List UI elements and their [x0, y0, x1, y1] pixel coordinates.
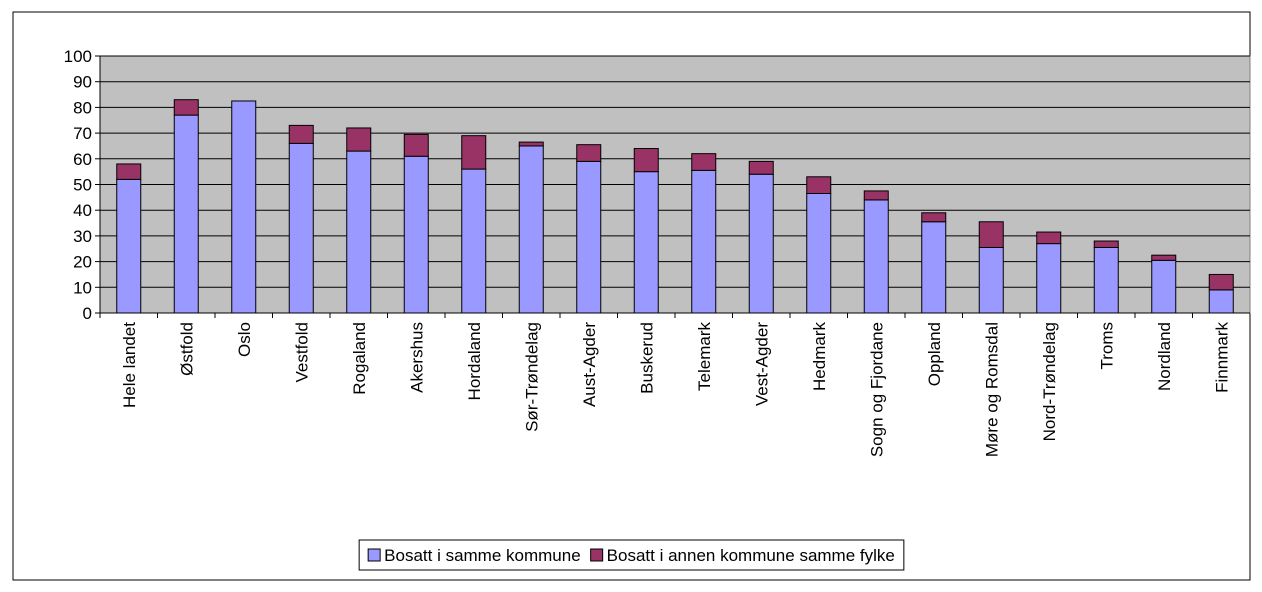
x-tick-label: Telemark [695, 322, 714, 391]
bar [633, 148, 659, 173]
y-tick-label: 0 [83, 304, 92, 323]
y-tick-label: 60 [73, 150, 92, 169]
x-tick-label: Oslo [235, 322, 254, 357]
bar [518, 145, 544, 314]
y-tick-label: 90 [73, 73, 92, 92]
bar [288, 142, 314, 314]
x-tick-label: Oppland [925, 322, 944, 386]
bar [691, 153, 717, 171]
bar [173, 114, 199, 314]
y-tick-label: 50 [73, 176, 92, 195]
bar [1208, 273, 1234, 291]
bar [116, 178, 142, 314]
bar [288, 124, 314, 144]
x-tick-label: Nord-Trøndelag [1040, 322, 1059, 441]
x-tick-label: Aust-Agder [580, 322, 599, 407]
x-tick-label: Troms [1097, 322, 1116, 370]
bar [461, 135, 487, 170]
x-tick-label: Hedmark [810, 322, 829, 391]
bar [1036, 231, 1062, 245]
bar [1151, 254, 1177, 261]
bar [1208, 289, 1234, 314]
bar [748, 160, 774, 175]
bar [691, 169, 717, 314]
x-tick-label: Østfold [177, 322, 196, 376]
bar [748, 173, 774, 314]
bar [346, 150, 372, 314]
bar [403, 133, 429, 157]
x-tick-label: Vestfold [292, 322, 311, 383]
bar [978, 221, 1004, 248]
bar [518, 141, 544, 147]
y-tick-label: 40 [73, 201, 92, 220]
legend-swatch [590, 548, 604, 562]
x-tick-label: Vest-Agder [752, 322, 771, 406]
bar [1093, 240, 1119, 248]
legend-label: Bosatt i annen kommune samme fylke [607, 546, 895, 565]
bar [116, 163, 142, 180]
y-tick-label: 70 [73, 124, 92, 143]
bar [231, 100, 257, 314]
x-tick-label: Sogn og Fjordane [867, 322, 886, 457]
x-tick-label: Nordland [1155, 322, 1174, 391]
bar [921, 212, 947, 223]
y-tick-label: 80 [73, 98, 92, 117]
bar [576, 160, 602, 314]
x-tick-label: Buskerud [637, 322, 656, 394]
y-tick-label: 100 [64, 47, 92, 66]
bar [461, 168, 487, 314]
bar [978, 246, 1004, 314]
bar [921, 221, 947, 314]
bar [1036, 243, 1062, 314]
bar [806, 176, 832, 194]
legend-box [358, 539, 905, 571]
y-tick-label: 20 [73, 253, 92, 272]
x-tick-label: Hele landet [120, 322, 139, 408]
bar [576, 144, 602, 162]
bar [346, 127, 372, 152]
x-tick-label: Rogaland [350, 322, 369, 395]
x-tick-label: Sør-Trøndelag [522, 322, 541, 432]
bar [1093, 246, 1119, 314]
bar [863, 199, 889, 314]
x-tick-label: Finnmark [1212, 322, 1231, 393]
bar [633, 171, 659, 314]
legend: Bosatt i samme kommune Bosatt i annen kom… [358, 539, 905, 571]
bar [173, 99, 199, 116]
legend-swatch [367, 548, 381, 562]
bar [1151, 259, 1177, 314]
x-tick-label: Hordaland [465, 322, 484, 400]
bar [403, 155, 429, 314]
x-tick-label: Akershus [407, 322, 426, 393]
legend-label: Bosatt i samme kommune [384, 546, 581, 565]
bar [806, 192, 832, 314]
y-tick-label: 10 [73, 278, 92, 297]
bar [863, 190, 889, 201]
y-tick-label: 30 [73, 227, 92, 246]
x-tick-label: Møre og Romsdal [982, 322, 1001, 457]
